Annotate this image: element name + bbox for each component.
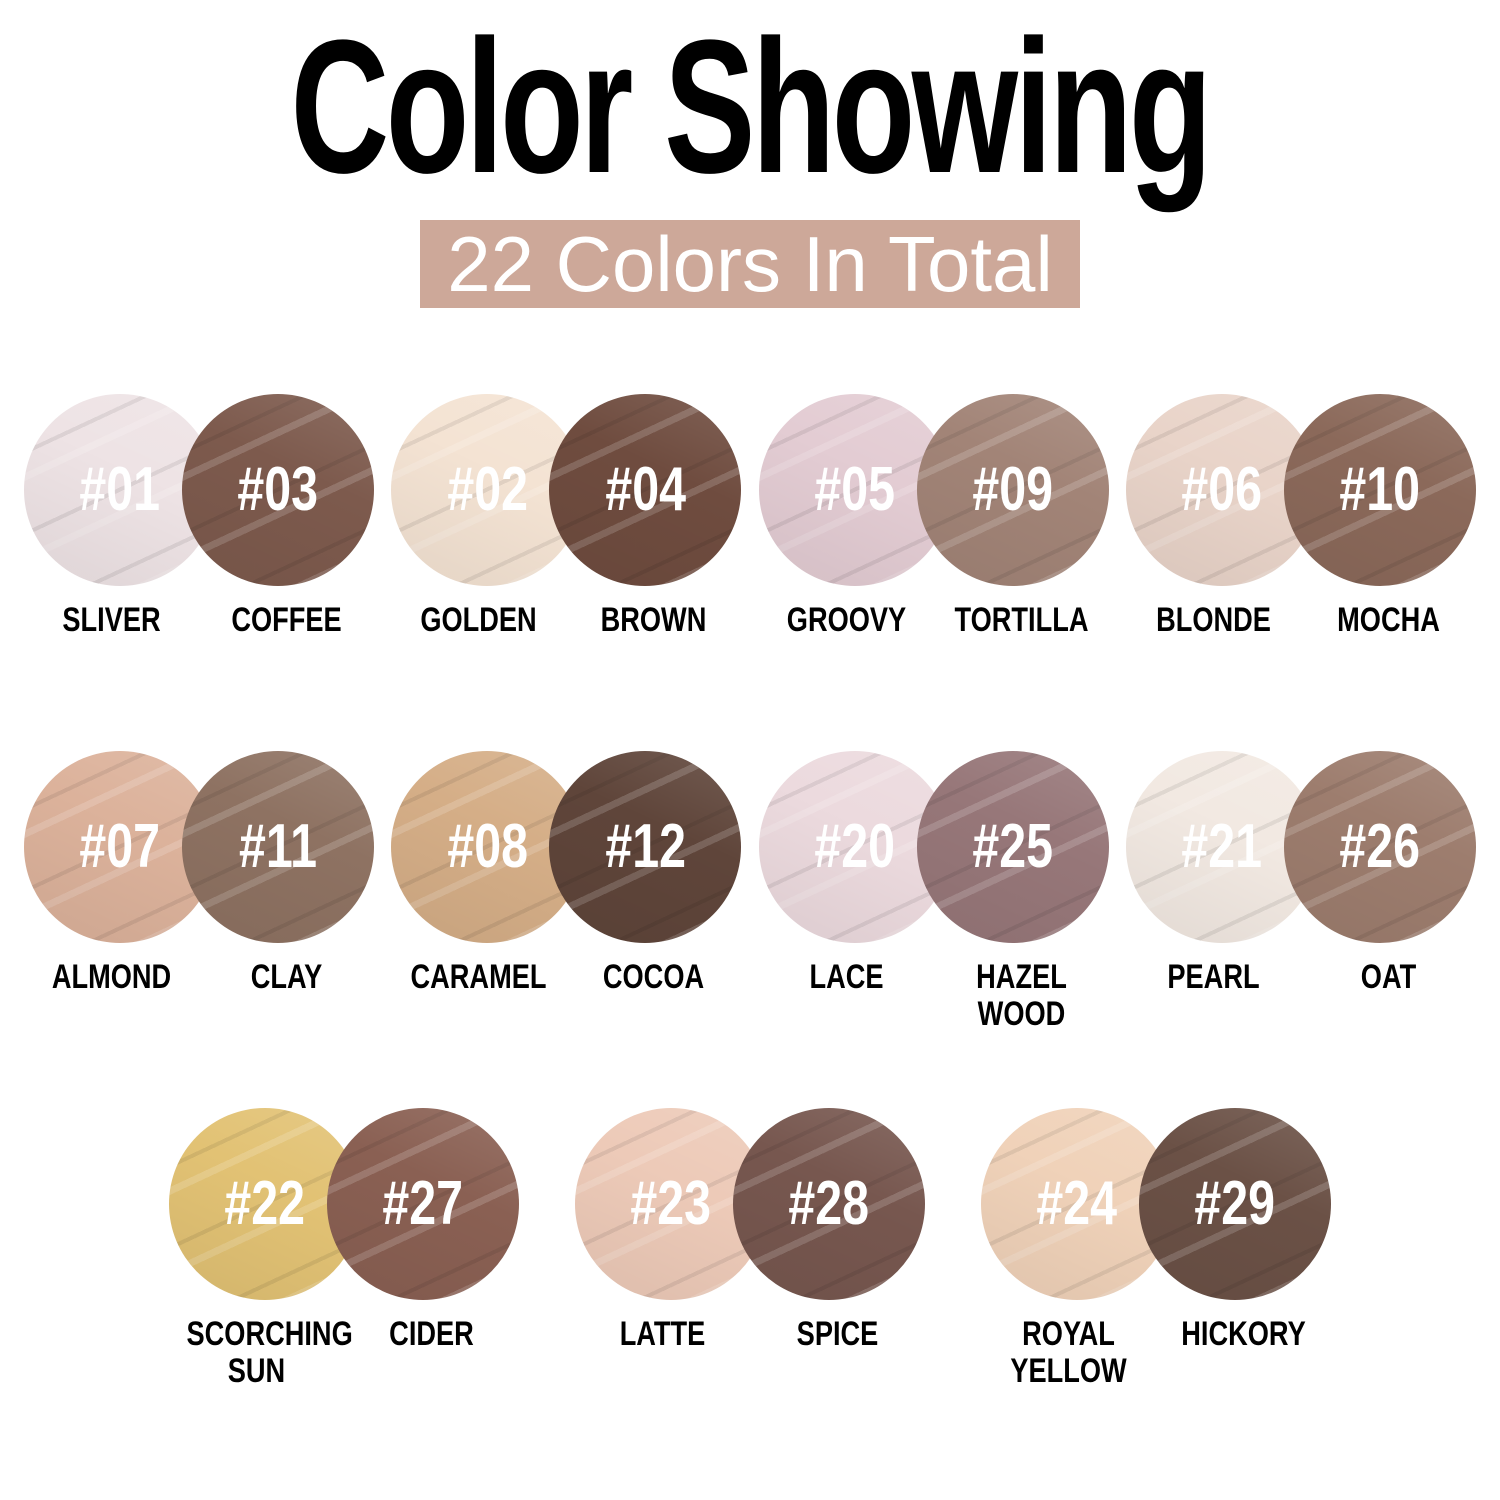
swatch-number: #12: [604, 811, 686, 881]
swatch-number: #07: [79, 811, 161, 881]
swatch-pair-07-11: #07 #11 ALMOND CLAY: [24, 750, 374, 1032]
swatch-labels: BLONDE MOCHA: [1126, 602, 1476, 639]
swatch-circle-11: #11: [182, 750, 374, 943]
swatch-pair-02-04: #02 #04 GOLDEN BROWN: [391, 394, 742, 639]
swatch-circles: #08 #12: [391, 750, 742, 943]
swatch-circles: #24 #29: [981, 1108, 1331, 1301]
swatch-number: #04: [604, 455, 686, 525]
swatch-pair-22-27: #22 #27 SCORCHING SUN CIDER: [169, 1108, 519, 1391]
swatch-number: #22: [224, 1169, 306, 1239]
swatch-circles: #01 #03: [24, 394, 374, 587]
swatch-label-cider: CIDER: [389, 1315, 474, 1354]
swatch-pair-06-10: #06 #10 BLONDE MOCHA: [1125, 394, 1476, 639]
swatch-labels: CARAMEL COCOA: [391, 959, 741, 996]
swatch-number: #21: [1181, 811, 1263, 881]
swatch-number: #03: [237, 455, 319, 525]
swatch-number: #25: [972, 811, 1053, 881]
swatch-circles: #20 #25: [758, 750, 1109, 943]
swatch-label-sliver: SLIVER: [62, 601, 161, 640]
swatch-circle-28: #28: [733, 1108, 925, 1301]
swatch-number: #20: [814, 811, 895, 881]
swatch-circle-02: #02: [391, 394, 584, 587]
swatch-number: #06: [1181, 455, 1263, 525]
swatch-labels: LATTE SPICE: [575, 1316, 925, 1353]
swatch-number: #05: [814, 455, 895, 525]
swatch-label-caramel: CARAMEL: [410, 957, 547, 996]
swatch-number: #09: [972, 455, 1053, 525]
swatch-number: #02: [446, 455, 528, 525]
swatch-label-pearl: PEARL: [1167, 957, 1260, 996]
swatch-circle-10: #10: [1283, 394, 1476, 587]
swatch-number: #26: [1339, 811, 1421, 881]
swatch-circles: #06 #10: [1125, 394, 1476, 587]
swatch-pair-08-12: #08 #12 CARAMEL COCOA: [391, 750, 742, 1032]
swatch-number: #08: [446, 811, 528, 881]
swatch-label-coffee: COFFEE: [231, 601, 342, 640]
page-title: Color Showing: [290, 1, 1213, 213]
swatch-pair-21-26: #21 #26 PEARL OAT: [1125, 750, 1476, 1032]
swatch-circles: #02 #04: [391, 394, 742, 587]
swatch-number: #01: [79, 455, 161, 525]
swatch-number: #23: [630, 1169, 712, 1239]
swatch-number: #11: [238, 811, 318, 881]
swatch-circle-05: #05: [758, 394, 951, 587]
swatch-circle-26: #26: [1283, 750, 1476, 943]
swatch-label-mocha: MOCHA: [1337, 601, 1440, 640]
swatch-number: #10: [1339, 455, 1421, 525]
swatch-label-golden: GOLDEN: [420, 601, 538, 640]
swatch-label-royal-yellow: ROYAL YELLOW: [1010, 1315, 1127, 1391]
swatch-row-2: #07 #11 ALMOND CLAY #08 #12 CA: [0, 750, 1500, 1033]
swatch-label-spice: SPICE: [796, 1315, 879, 1354]
swatch-labels: LACE HAZEL WOOD: [759, 957, 1109, 1033]
swatch-circles: #07 #11: [24, 750, 374, 943]
swatch-circle-09: #09: [916, 394, 1109, 587]
swatch-circle-04: #04: [549, 394, 742, 587]
swatch-label-latte: LATTE: [619, 1315, 706, 1354]
swatch-circles: #05 #09: [758, 394, 1109, 587]
swatch-label-clay: CLAY: [250, 957, 323, 996]
swatch-pair-24-29: #24 #29 ROYAL YELLOW HICKORY: [981, 1108, 1331, 1391]
swatch-label-blonde: BLONDE: [1156, 601, 1271, 640]
swatch-circle-25: #25: [916, 750, 1109, 943]
swatch-row-3: #22 #27 SCORCHING SUN CIDER #23 #28: [0, 1108, 1500, 1391]
swatch-label-hazel-wood: HAZEL WOOD: [975, 957, 1067, 1033]
swatch-label-hickory: HICKORY: [1181, 1315, 1306, 1354]
swatch-pair-05-09: #05 #09 GROOVY TORTILLA: [758, 394, 1109, 639]
swatch-circle-03: #03: [182, 394, 374, 587]
swatch-number: #24: [1036, 1169, 1118, 1239]
swatch-circle-27: #27: [327, 1108, 519, 1301]
swatch-number: #29: [1194, 1169, 1276, 1239]
swatch-pair-23-28: #23 #28 LATTE SPICE: [575, 1108, 925, 1389]
swatch-pair-20-25: #20 #25 LACE HAZEL WOOD: [758, 750, 1109, 1033]
swatch-label-groovy: GROOVY: [786, 601, 906, 640]
swatch-label-almond: ALMOND: [51, 957, 172, 996]
swatch-circle-29: #29: [1139, 1108, 1331, 1301]
swatch-label-oat: OAT: [1360, 957, 1417, 996]
swatch-labels: SLIVER COFFEE: [24, 602, 374, 639]
swatch-number: #28: [788, 1169, 870, 1239]
swatch-labels: ALMOND CLAY: [24, 959, 374, 996]
swatch-circles: #23 #28: [575, 1108, 925, 1301]
swatch-circle-12: #12: [549, 750, 742, 943]
swatch-label-brown: BROWN: [600, 601, 707, 640]
swatch-labels: SCORCHING SUN CIDER: [169, 1315, 519, 1391]
swatch-label-lace: LACE: [809, 957, 884, 996]
swatch-pair-01-03: #01 #03 SLIVER COFFEE: [24, 394, 374, 639]
page-header: Color Showing: [0, 0, 1500, 213]
swatch-circle-07: #07: [24, 750, 216, 943]
swatch-label-scorching-sun: SCORCHING SUN: [186, 1315, 353, 1391]
swatch-circles: #21 #26: [1125, 750, 1476, 943]
subtitle-banner: 22 Colors In Total: [420, 220, 1080, 309]
swatch-label-tortilla: TORTILLA: [954, 601, 1089, 640]
swatch-labels: GROOVY TORTILLA: [759, 602, 1109, 639]
swatch-labels: GOLDEN BROWN: [391, 602, 741, 639]
swatch-labels: PEARL OAT: [1126, 959, 1476, 996]
swatch-labels: ROYAL YELLOW HICKORY: [981, 1315, 1331, 1391]
swatch-label-cocoa: COCOA: [603, 957, 705, 996]
swatch-circles: #22 #27: [169, 1108, 519, 1301]
swatch-number: #27: [382, 1169, 464, 1239]
subtitle-text: 22 Colors In Total: [447, 220, 1053, 309]
swatch-row-1: #01 #03 SLIVER COFFEE #02 #04: [0, 394, 1500, 639]
